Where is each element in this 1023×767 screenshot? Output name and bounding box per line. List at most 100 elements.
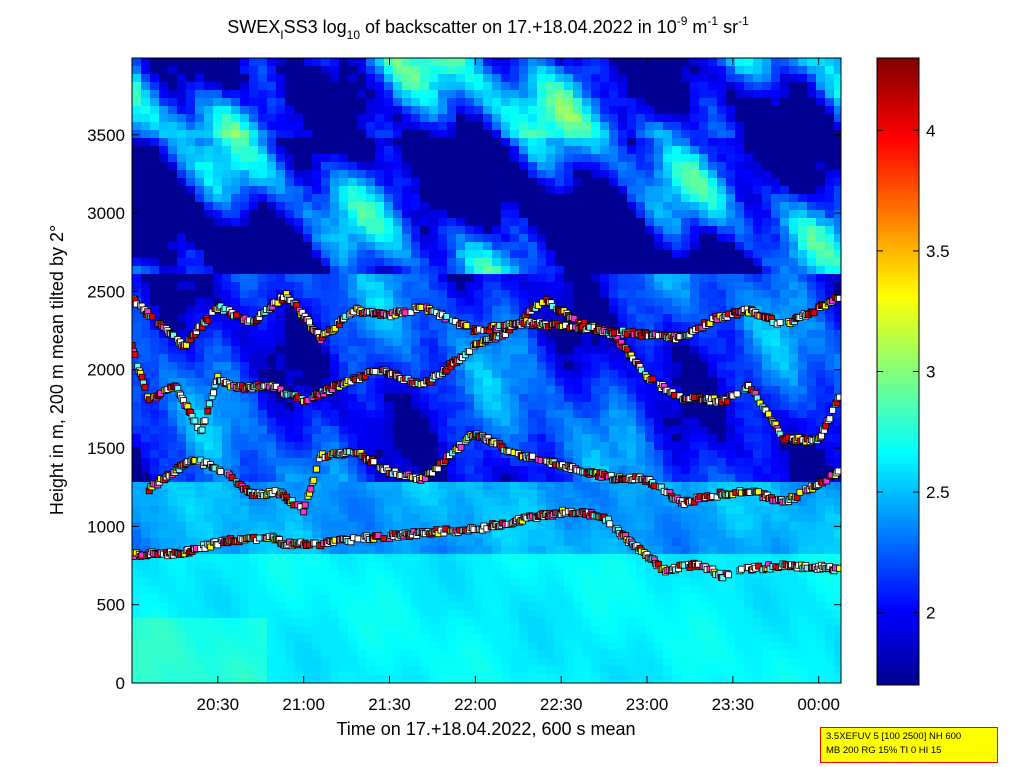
heatmap-cell: [483, 450, 493, 459]
heatmap-cell: [627, 506, 637, 515]
heatmap-cell: [321, 458, 331, 467]
heatmap-cell: [321, 402, 331, 411]
heatmap-cell: [537, 530, 547, 539]
heatmap-cell: [159, 290, 169, 299]
heatmap-cell: [276, 506, 286, 515]
heatmap-cell: [159, 610, 169, 619]
heatmap-cell: [402, 610, 412, 619]
heatmap-cell: [447, 378, 457, 387]
heatmap-cell: [546, 354, 556, 363]
heatmap-cell: [411, 578, 421, 587]
heatmap-cell: [321, 490, 331, 499]
heatmap-cell: [465, 370, 475, 379]
heatmap-cell: [420, 194, 430, 203]
heatmap-cell: [168, 402, 178, 411]
heatmap-cell: [618, 522, 628, 531]
heatmap-cell: [582, 338, 592, 347]
heatmap-cell: [582, 274, 592, 283]
heatmap-cell: [564, 434, 574, 443]
heatmap-cell: [267, 210, 277, 219]
heatmap-cell: [141, 538, 151, 547]
heatmap-cell: [447, 674, 457, 683]
heatmap-cell: [285, 554, 295, 563]
heatmap-cell: [420, 666, 430, 675]
heatmap-cell: [438, 346, 448, 355]
heatmap-cell: [150, 562, 160, 571]
heatmap-cell: [663, 642, 673, 651]
heatmap-cell: [465, 394, 475, 403]
heatmap-cell: [150, 138, 160, 147]
heatmap-cell: [681, 458, 691, 467]
heatmap-cell: [627, 386, 637, 395]
heatmap-cell: [474, 138, 484, 147]
heatmap-cell: [672, 170, 682, 179]
heatmap-cell: [438, 626, 448, 635]
heatmap-cell: [393, 458, 403, 467]
heatmap-cell: [609, 634, 619, 643]
heatmap-cell: [249, 266, 259, 275]
heatmap-cell: [276, 562, 286, 571]
heatmap-cell: [132, 114, 142, 123]
heatmap-cell: [366, 474, 376, 483]
heatmap-cell: [582, 370, 592, 379]
heatmap-cell: [177, 498, 187, 507]
heatmap-cell: [465, 234, 475, 243]
heatmap-cell: [303, 578, 313, 587]
heatmap-cell: [627, 90, 637, 99]
heatmap-cell: [681, 658, 691, 667]
heatmap-cell: [519, 554, 529, 563]
heatmap-cell: [501, 642, 511, 651]
heatmap-cell: [258, 594, 268, 603]
heatmap-cell: [213, 586, 223, 595]
heatmap-cell: [384, 74, 394, 83]
heatmap-cell: [546, 114, 556, 123]
heatmap-cell: [348, 618, 358, 627]
heatmap-cell: [456, 490, 466, 499]
heatmap-cell: [195, 226, 205, 235]
heatmap-cell: [231, 410, 241, 419]
heatmap-cell: [618, 578, 628, 587]
heatmap-cell: [366, 666, 376, 675]
heatmap-cell: [267, 570, 277, 579]
heatmap-cell: [222, 98, 232, 107]
heatmap-cell: [546, 66, 556, 75]
heatmap-cell: [321, 410, 331, 419]
heatmap-cell: [312, 666, 322, 675]
heatmap-cell: [681, 434, 691, 443]
heatmap-cell: [636, 370, 646, 379]
heatmap-cell: [564, 394, 574, 403]
heatmap-cell: [429, 658, 439, 667]
heatmap-cell: [294, 106, 304, 115]
heatmap-cell: [195, 626, 205, 635]
heatmap-cell: [447, 594, 457, 603]
heatmap-cell: [474, 90, 484, 99]
heatmap-cell: [177, 346, 187, 355]
heatmap-cell: [339, 458, 349, 467]
heatmap-cell: [168, 634, 178, 643]
heatmap-cell: [267, 402, 277, 411]
heatmap-cell: [429, 442, 439, 451]
heatmap-cell: [573, 490, 583, 499]
heatmap-cell: [582, 346, 592, 355]
heatmap-cell: [456, 466, 466, 475]
heatmap-cell: [339, 554, 349, 563]
heatmap-cell: [204, 546, 214, 555]
heatmap-cell: [150, 290, 160, 299]
heatmap-cell: [321, 378, 331, 387]
heatmap-cell: [645, 506, 655, 515]
heatmap-cell: [213, 474, 223, 483]
heatmap-cell: [159, 570, 169, 579]
heatmap-cell: [294, 642, 304, 651]
heatmap-cell: [366, 626, 376, 635]
heatmap-cell: [438, 242, 448, 251]
heatmap-cell: [186, 434, 196, 443]
heatmap-cell: [285, 322, 295, 331]
heatmap-cell: [474, 394, 484, 403]
heatmap-cell: [528, 562, 538, 571]
heatmap-cell: [213, 242, 223, 251]
heatmap-cell: [483, 234, 493, 243]
heatmap-cell: [303, 586, 313, 595]
heatmap-cell: [366, 466, 376, 475]
heatmap-cell: [447, 146, 457, 155]
heatmap-cell: [483, 362, 493, 371]
